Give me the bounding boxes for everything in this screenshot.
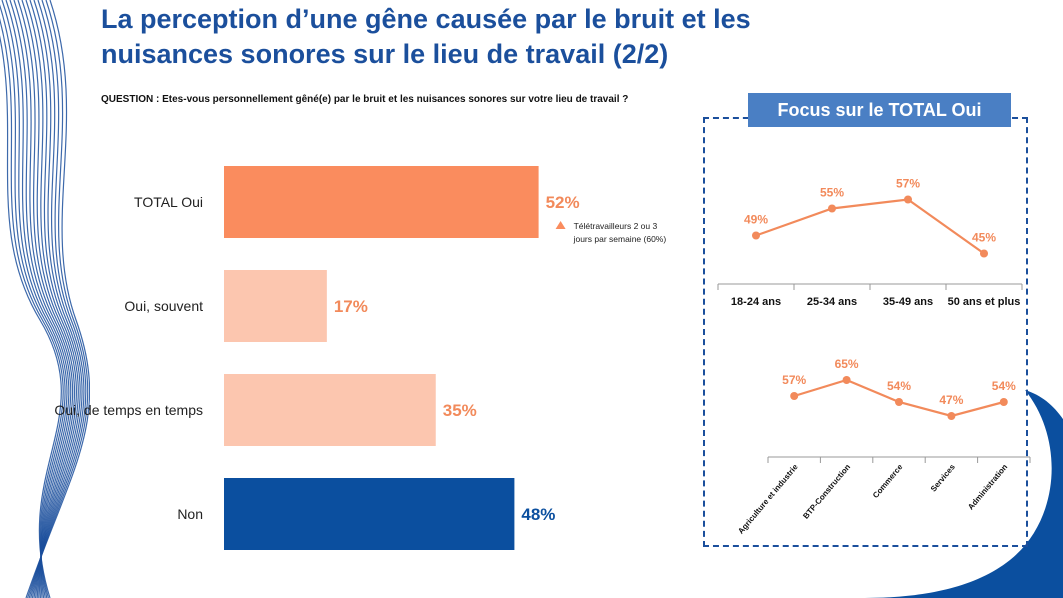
wave-line (9, 0, 72, 598)
page-title: La perception d’une gêne causée par le b… (101, 2, 861, 72)
main-bar-chart: TOTAL Oui 52% Oui, souvent 17% Oui, de temps… (54, 166, 667, 550)
wave-line (21, 0, 77, 598)
wave-line (13, 0, 74, 598)
category-label: Oui, souvent (124, 298, 203, 314)
focus-panel (703, 117, 1028, 547)
bar (224, 374, 436, 446)
bar (224, 270, 327, 342)
value-label: 35% (443, 401, 477, 420)
annotation-text-line1: Télétravailleurs 2 ou 3 (574, 221, 658, 231)
bar (224, 166, 539, 238)
value-label: 48% (521, 505, 555, 524)
annotation-text-line2: jours par semaine (60%) (573, 234, 667, 244)
wave-line (1, 0, 68, 598)
bar (224, 478, 515, 550)
page-title-line1: La perception d’une gêne causée par le b… (101, 4, 751, 34)
triangle-up-icon (555, 221, 566, 229)
wave-line (25, 0, 79, 598)
wave-line (25, 0, 90, 598)
wave-line (17, 0, 76, 598)
focus-header: Focus sur le TOTAL Oui (748, 93, 1011, 127)
category-label: Non (177, 506, 203, 522)
wave-line (27, 0, 89, 598)
page-title-line2: nuisances sonores sur le lieu de travail… (101, 39, 669, 69)
survey-question: QUESTION : Etes-vous personnellement gên… (101, 94, 629, 105)
value-label: 17% (334, 297, 368, 316)
wave-line (29, 0, 81, 598)
wave-line (31, 0, 83, 598)
decorative-wave-lines (0, 0, 90, 598)
wave-line (30, 0, 85, 598)
category-label: TOTAL Oui (134, 194, 203, 210)
wave-line (0, 35, 62, 598)
wave-line (28, 0, 87, 598)
value-label: 52% (546, 193, 580, 212)
wave-line (0, 4, 66, 598)
wave-line (5, 0, 70, 598)
crescent-fill (850, 390, 1063, 598)
category-label: Oui, de temps en temps (54, 402, 203, 418)
wave-line (0, 18, 64, 598)
